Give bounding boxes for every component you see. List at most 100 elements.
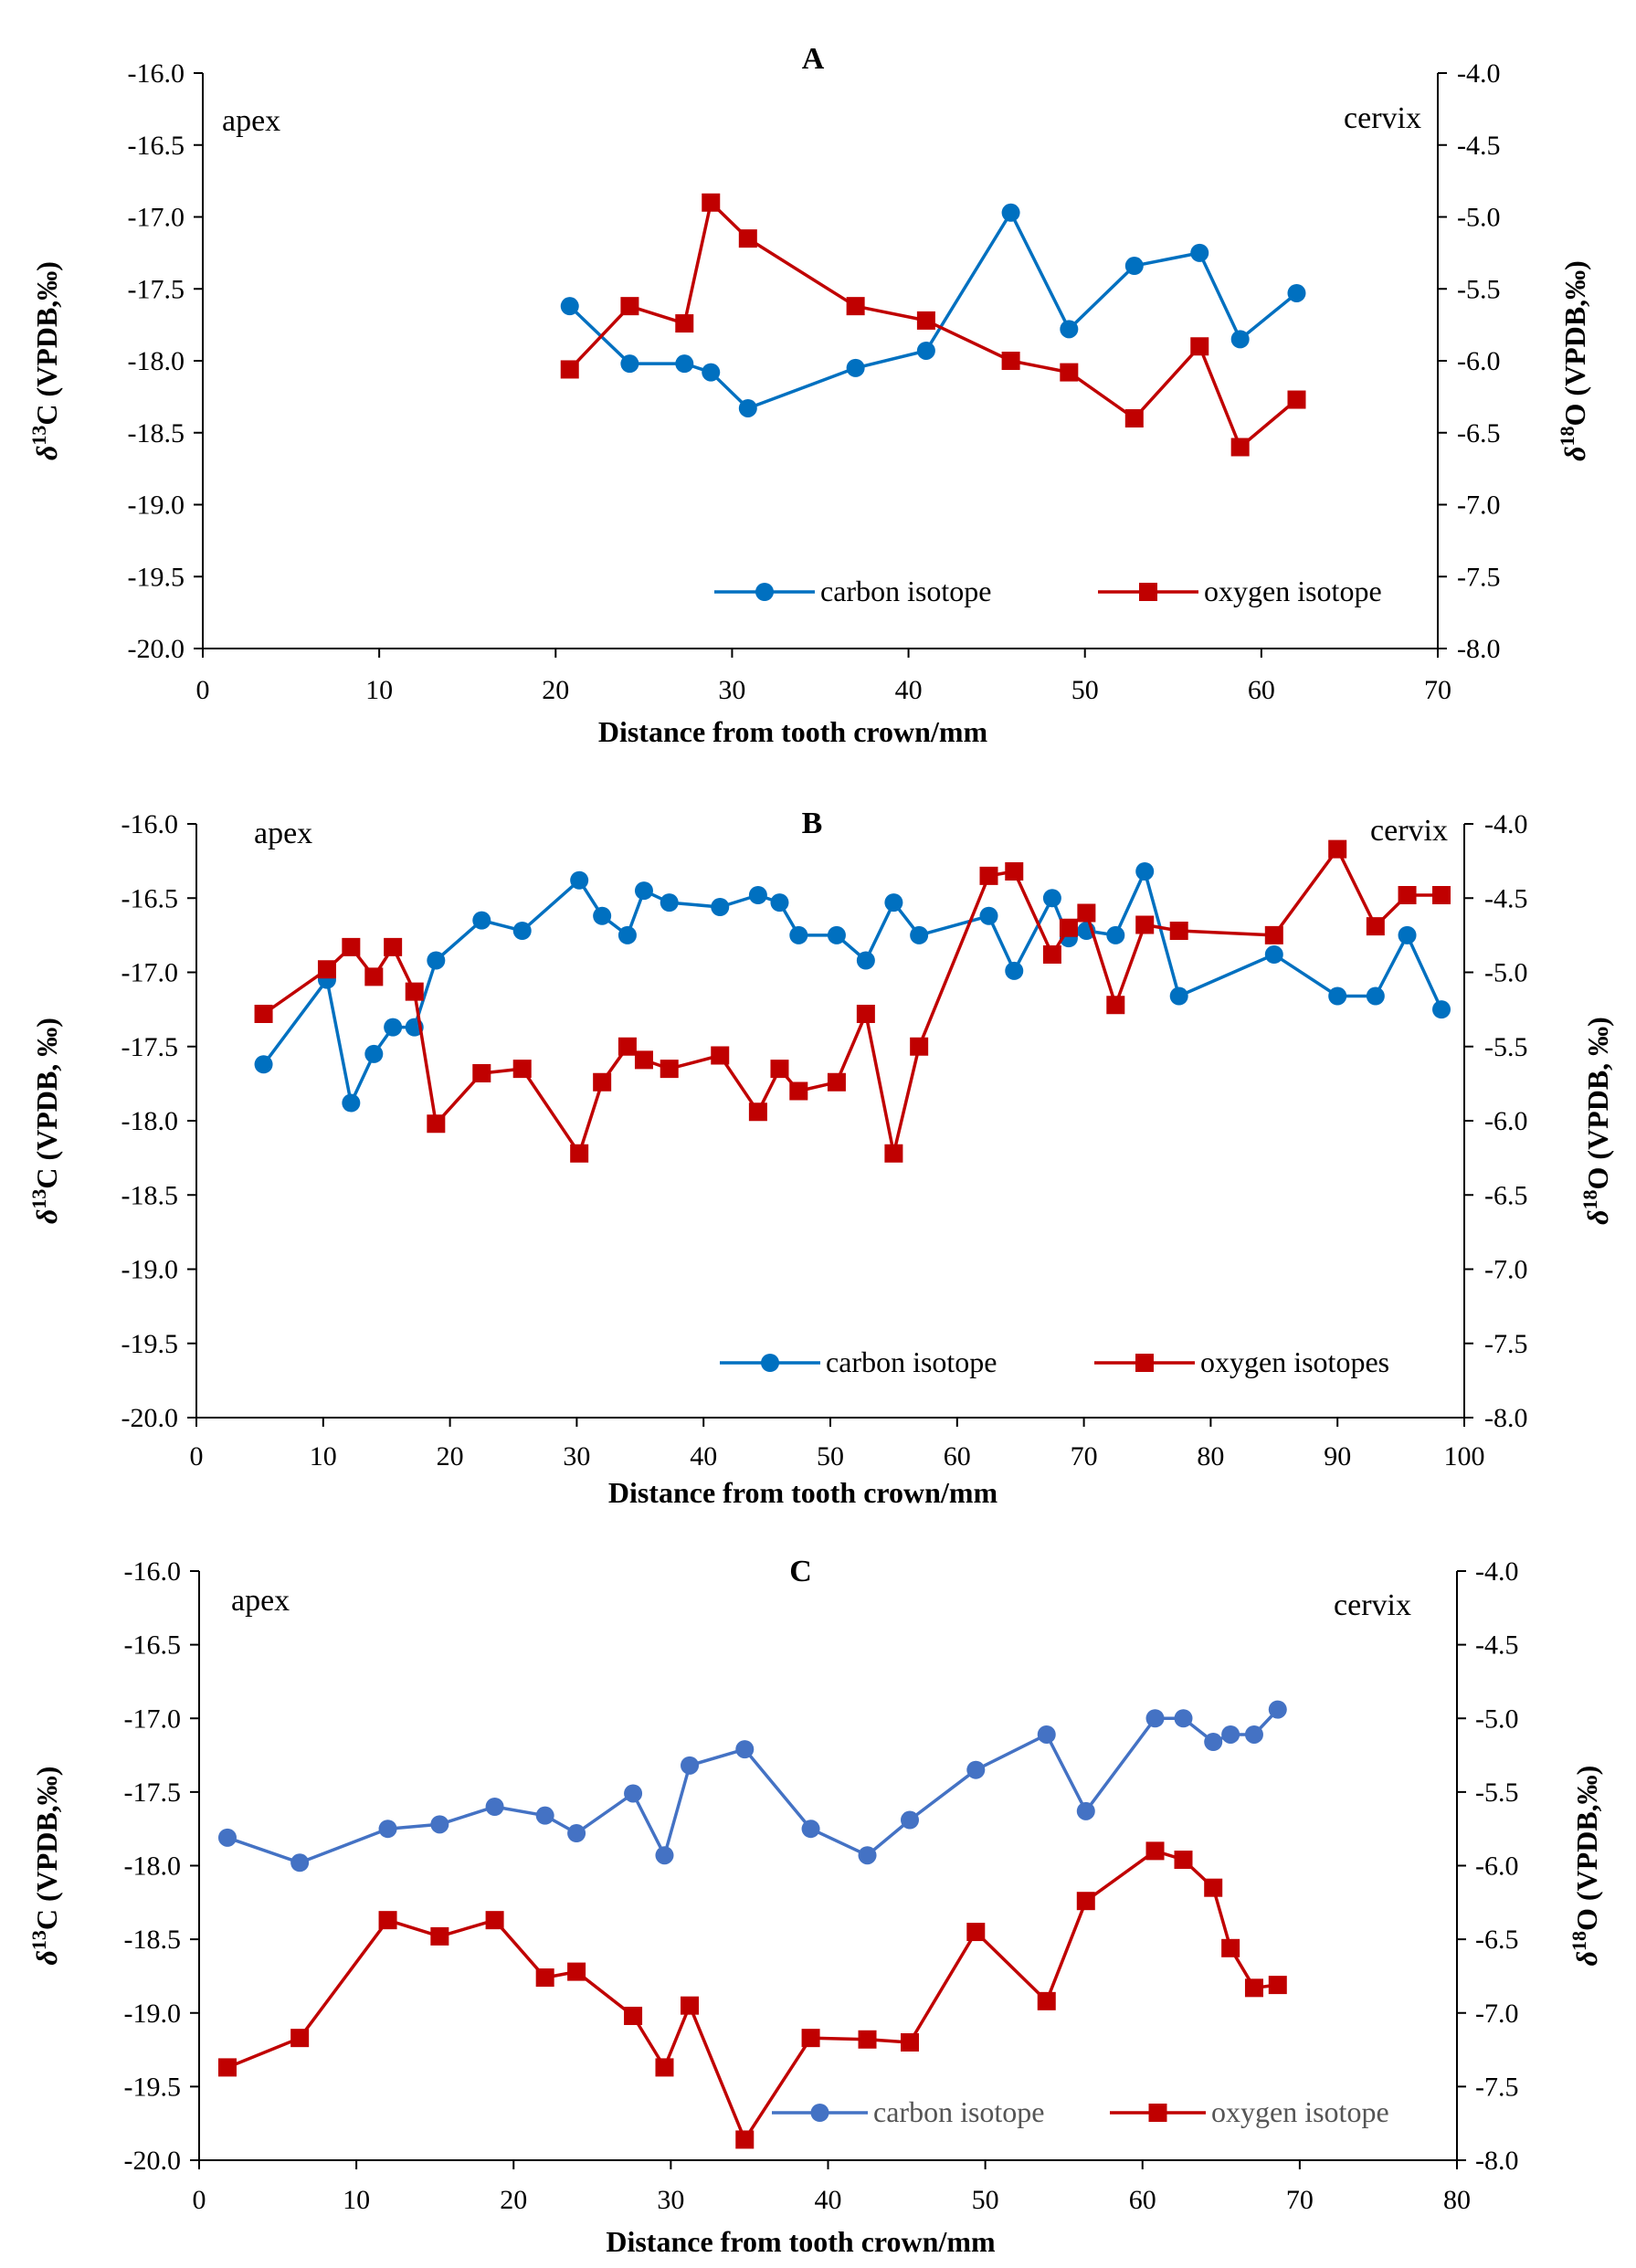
- series-oxygen-isotope: [217, 1841, 1287, 2149]
- y-left-tick-label: -18.5: [121, 1180, 179, 1210]
- data-point: [1145, 1709, 1165, 1728]
- data-point: [660, 1060, 679, 1079]
- data-point: [856, 1005, 875, 1023]
- x-tick-label: 20: [542, 675, 569, 705]
- data-point: [1106, 996, 1125, 1015]
- data-point: [405, 982, 424, 1001]
- data-point: [1060, 320, 1079, 339]
- data-point: [1190, 337, 1209, 356]
- x-tick-label: 10: [365, 675, 393, 705]
- x-tick-label: 90: [1324, 1441, 1351, 1472]
- data-point: [1204, 1878, 1223, 1897]
- y-right-tick-label: -6.0: [1457, 346, 1501, 376]
- x-tick-label: 20: [500, 2185, 527, 2215]
- x-tick-label: 50: [972, 2185, 999, 2215]
- series-carbon-isotope: [560, 203, 1306, 417]
- data-point: [535, 1806, 554, 1825]
- cervix-label: cervix: [1370, 814, 1448, 848]
- x-tick-label: 20: [437, 1441, 464, 1472]
- data-point: [681, 1996, 700, 2015]
- y-right-tick-label: -5.0: [1484, 958, 1528, 988]
- apex-label: apex: [231, 1584, 290, 1618]
- y-right-tick-label: -8.0: [1484, 1403, 1528, 1433]
- data-point: [617, 925, 637, 944]
- data-point: [1328, 839, 1347, 859]
- data-point: [1169, 986, 1188, 1006]
- data-point: [430, 1815, 449, 1834]
- series-carbon-isotope: [254, 862, 1451, 1113]
- data-point: [1005, 862, 1024, 881]
- series-line: [227, 1708, 1280, 1865]
- data-point: [342, 1093, 361, 1113]
- x-axis-title: Distance from tooth crown/mm: [608, 1476, 998, 1509]
- data-point: [1328, 986, 1347, 1006]
- legend-label: carbon isotope: [826, 1345, 997, 1378]
- legend-label: carbon isotope: [873, 2095, 1045, 2128]
- x-tick-label: 0: [193, 2185, 206, 2215]
- x-axis-title: Distance from tooth crown/mm: [598, 715, 988, 748]
- data-point: [966, 1760, 986, 1779]
- y-axis-right-title: δ18O (VPDB,‰): [1567, 1766, 1604, 1967]
- data-point: [567, 1824, 586, 1843]
- data-point: [856, 951, 875, 970]
- legend-entry: oxygen isotopes: [1094, 1345, 1389, 1378]
- cervix-label: cervix: [1334, 1588, 1411, 1622]
- data-point: [655, 1846, 674, 1865]
- y-left-tick-label: -17.0: [128, 203, 185, 233]
- data-point: [979, 866, 998, 885]
- y-right-tick-label: -4.0: [1457, 58, 1501, 89]
- data-point: [827, 925, 846, 944]
- x-tick-label: 70: [1071, 1441, 1098, 1472]
- data-point: [770, 893, 789, 912]
- data-point: [1042, 945, 1061, 964]
- data-point: [567, 1962, 586, 1981]
- data-point: [738, 229, 757, 248]
- y-left-tick-label: -20.0: [121, 1403, 179, 1433]
- x-tick-label: 50: [1071, 675, 1099, 705]
- y-right-tick-label: -6.0: [1475, 1851, 1519, 1882]
- data-point: [675, 314, 694, 333]
- y-right-tick-label: -7.0: [1475, 1999, 1519, 2029]
- data-point: [1076, 1892, 1095, 1911]
- y-left-tick-label: -17.5: [121, 1032, 179, 1062]
- data-point: [634, 881, 653, 901]
- y-axis-right-title: δ18O (VPDB,‰): [1556, 260, 1592, 461]
- y-left-tick-label: -16.5: [121, 883, 179, 913]
- data-point: [910, 925, 929, 944]
- x-tick-label: 30: [718, 675, 745, 705]
- data-point: [655, 2058, 674, 2077]
- y-right-tick-label: -6.5: [1484, 1180, 1528, 1210]
- y-right-tick-label: -8.0: [1457, 634, 1501, 664]
- data-point: [1264, 945, 1283, 964]
- x-tick-label: 80: [1197, 1441, 1224, 1472]
- panel-letter: C: [789, 1555, 812, 1588]
- data-point: [738, 398, 757, 417]
- y-right-tick-label: -5.5: [1475, 1777, 1519, 1808]
- data-point: [378, 1820, 397, 1839]
- data-point: [1124, 409, 1144, 427]
- x-tick-label: 70: [1424, 675, 1451, 705]
- data-point: [217, 2058, 237, 2077]
- y-left-tick-label: -17.5: [124, 1777, 182, 1808]
- y-left-tick-label: -20.0: [124, 2146, 182, 2176]
- y-right-tick-label: -5.5: [1457, 274, 1501, 304]
- data-point: [1169, 922, 1188, 940]
- data-point: [1432, 886, 1451, 904]
- y-left-tick-label: -16.5: [124, 1630, 182, 1661]
- data-point: [378, 1911, 397, 1930]
- cervix-label: cervix: [1344, 101, 1421, 135]
- data-point: [1268, 1976, 1287, 1995]
- chart-panel-A: 0 10 20 30 40 50 60 70 -16.0 -16.5 -17.0 -17.5 -18.0…: [27, 42, 1592, 748]
- panel-letter: B: [802, 807, 823, 840]
- data-point: [1174, 1709, 1193, 1728]
- data-point: [675, 354, 694, 374]
- x-tick-label: 30: [563, 1441, 590, 1472]
- data-point: [634, 1050, 653, 1070]
- data-point: [1076, 1801, 1095, 1820]
- y-right-tick-label: -4.5: [1457, 131, 1501, 161]
- data-point: [748, 886, 767, 904]
- x-tick-label: 40: [815, 2185, 842, 2215]
- data-point: [702, 193, 721, 212]
- data-point: [427, 1114, 446, 1134]
- data-point: [1204, 1733, 1223, 1752]
